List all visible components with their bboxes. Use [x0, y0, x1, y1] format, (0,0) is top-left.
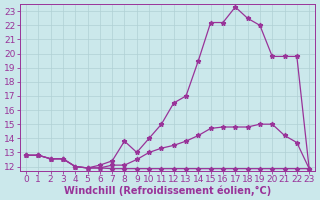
- X-axis label: Windchill (Refroidissement éolien,°C): Windchill (Refroidissement éolien,°C): [64, 185, 271, 196]
